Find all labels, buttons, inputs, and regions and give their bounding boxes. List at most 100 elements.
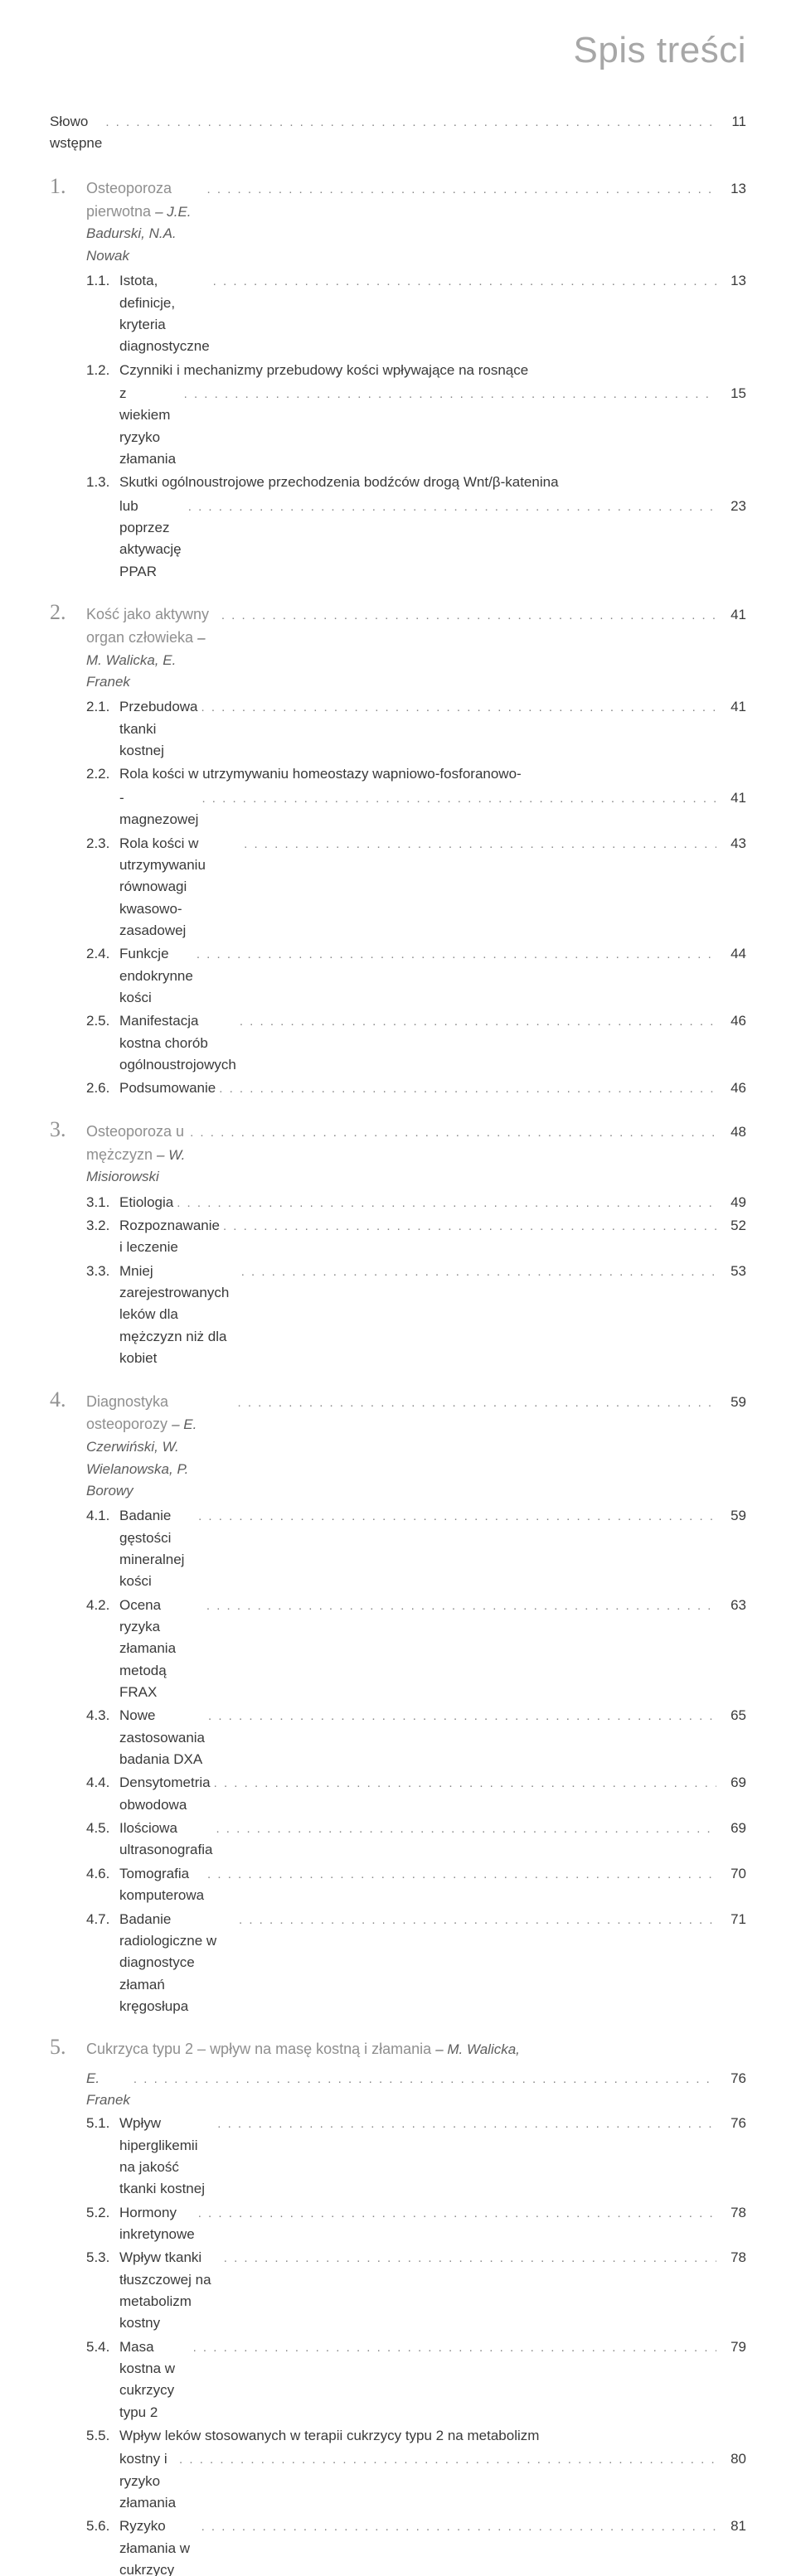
chapter-page: 13	[716, 178, 746, 200]
sub-label: Nowe zastosowania badania DXA	[119, 1705, 205, 1770]
dot-leader	[185, 497, 716, 516]
sub-page: 46	[716, 1010, 746, 1032]
chapter-page: 41	[716, 604, 746, 626]
sub-num: 5.4.	[86, 2336, 119, 2358]
dot-leader	[204, 180, 716, 199]
sub-num: 1.3.	[86, 472, 119, 493]
sub-num: 4.5.	[86, 1818, 119, 1839]
sub-label-wrap: -magnezowej	[119, 787, 198, 831]
sub-num: 2.3.	[86, 833, 119, 855]
dot-leader	[181, 385, 716, 404]
dot-leader	[210, 272, 716, 291]
sub-num: 2.2.	[86, 763, 119, 785]
sub-page: 78	[716, 2202, 746, 2224]
sub-page: 76	[716, 2113, 746, 2134]
sub-label: Wpływ leków stosowanych w terapii cukrzy…	[119, 2425, 539, 2447]
dot-leader	[214, 2114, 716, 2133]
sub-num: 4.3.	[86, 1705, 119, 1726]
sub-page: 41	[716, 787, 746, 809]
chapter-title: Diagnostyka osteoporozy – E. Czerwiński,…	[86, 1391, 235, 1503]
sub-label: Densytometria obwodowa	[119, 1772, 211, 1816]
chapter-title: Cukrzyca typu 2 – wpływ na masę kostną i…	[86, 2038, 520, 2061]
sub-page: 81	[716, 2515, 746, 2537]
sub-label: Podsumowanie	[119, 1077, 216, 1099]
chapter-num: 3.	[50, 1113, 86, 1146]
dot-leader	[204, 1865, 716, 1884]
sub-num: 3.1.	[86, 1192, 119, 1213]
sub-num: 2.5.	[86, 1010, 119, 1032]
sub-page: 41	[716, 696, 746, 718]
chapter-num: 4.	[50, 1383, 86, 1416]
dot-leader	[211, 1774, 716, 1793]
dot-leader	[212, 1819, 716, 1838]
chapter-title: Osteoporoza u mężczyzn – W. Misiorowski	[86, 1121, 187, 1189]
sub-page: 13	[716, 270, 746, 292]
chapter-num: 5.	[50, 2031, 86, 2064]
sub-num: 4.4.	[86, 1772, 119, 1794]
sub-page: 69	[716, 1772, 746, 1794]
sub-num: 3.2.	[86, 1215, 119, 1237]
sub-page: 59	[716, 1505, 746, 1527]
sub-num: 5.1.	[86, 2113, 119, 2134]
dot-leader	[198, 789, 716, 808]
dot-leader	[216, 1079, 716, 1098]
dot-leader	[221, 2249, 716, 2268]
sub-page: 71	[716, 1909, 746, 1930]
sub-page: 65	[716, 1705, 746, 1726]
page-title: Spis treści	[50, 30, 746, 71]
dot-leader	[187, 1123, 716, 1142]
chapter-page: 59	[716, 1392, 746, 1413]
sub-label-wrap: lub poprzez aktywację PPAR	[119, 496, 185, 583]
sub-num: 4.6.	[86, 1863, 119, 1885]
chapter-title: Kość jako aktywny organ człowieka – M. W…	[86, 603, 218, 693]
chapter-title: Osteoporoza pierwotna – J.E. Badurski, N…	[86, 177, 204, 267]
sub-page: 80	[716, 2448, 746, 2470]
sub-label: Manifestacja kostna chorób ogólnoustrojo…	[119, 1010, 236, 1076]
sub-label: Masa kostna w cukrzycy typu 2	[119, 2336, 190, 2423]
sub-label: Ocena ryzyka złamania metodą FRAX	[119, 1595, 203, 1704]
sub-page: 79	[716, 2336, 746, 2358]
dot-leader	[218, 606, 716, 625]
chapter-author: – M. Walicka,	[435, 2041, 520, 2057]
chapter-num: 1.	[50, 170, 86, 203]
sub-page: 49	[716, 1192, 746, 1213]
intro-page: 11	[716, 111, 746, 133]
sub-label: Czynniki i mechanizmy przebudowy kości w…	[119, 360, 528, 381]
sub-label: Istota, definicje, kryteria diagnostyczn…	[119, 270, 210, 357]
dot-leader	[195, 2204, 716, 2223]
dot-leader	[130, 2070, 716, 2089]
sub-label: Etiologia	[119, 1192, 173, 1213]
dot-leader	[198, 2517, 716, 2536]
sub-label-wrap: kostny i ryzyko złamania	[119, 2448, 176, 2514]
dot-leader	[220, 1217, 716, 1236]
sub-num: 4.1.	[86, 1505, 119, 1527]
sub-label: Rola kości w utrzymywaniu równowagi kwas…	[119, 833, 240, 942]
sub-label: Tomografia komputerowa	[119, 1863, 204, 1907]
sub-num: 4.2.	[86, 1595, 119, 1616]
dot-leader	[235, 1393, 716, 1412]
sub-label: Wpływ tkanki tłuszczowej na metabolizm k…	[119, 2247, 221, 2334]
sub-label: Rola kości w utrzymywaniu homeostazy wap…	[119, 763, 522, 785]
sub-label: Badanie radiologiczne w diagnostyce złam…	[119, 1909, 235, 2018]
chapter-title-text: Kość jako aktywny organ człowieka	[86, 606, 209, 646]
dot-leader	[240, 835, 716, 854]
dot-leader	[238, 1262, 716, 1281]
chapter-page: 48	[716, 1121, 746, 1143]
sub-page: 52	[716, 1215, 746, 1237]
sub-num: 2.4.	[86, 943, 119, 965]
sub-label: Skutki ogólnoustrojowe przechodzenia bod…	[119, 472, 559, 493]
dot-leader	[102, 113, 716, 132]
intro-label: Słowo wstępne	[50, 111, 102, 155]
sub-num: 1.1.	[86, 270, 119, 292]
sub-label: Wpływ hiperglikemii na jakość tkanki kos…	[119, 2113, 214, 2200]
sub-num: 2.1.	[86, 696, 119, 718]
sub-page: 69	[716, 1818, 746, 1839]
dot-leader	[235, 1910, 716, 1930]
sub-num: 5.2.	[86, 2202, 119, 2224]
sub-label: Mniej zarejestrowanych leków dla mężczyz…	[119, 1261, 238, 1370]
dot-leader	[198, 698, 716, 717]
sub-page: 53	[716, 1261, 746, 1282]
toc: Słowo wstępne 11 1.Osteoporoza pierwotna –…	[50, 111, 746, 2576]
sub-num: 5.5.	[86, 2425, 119, 2447]
sub-page: 63	[716, 1595, 746, 1616]
